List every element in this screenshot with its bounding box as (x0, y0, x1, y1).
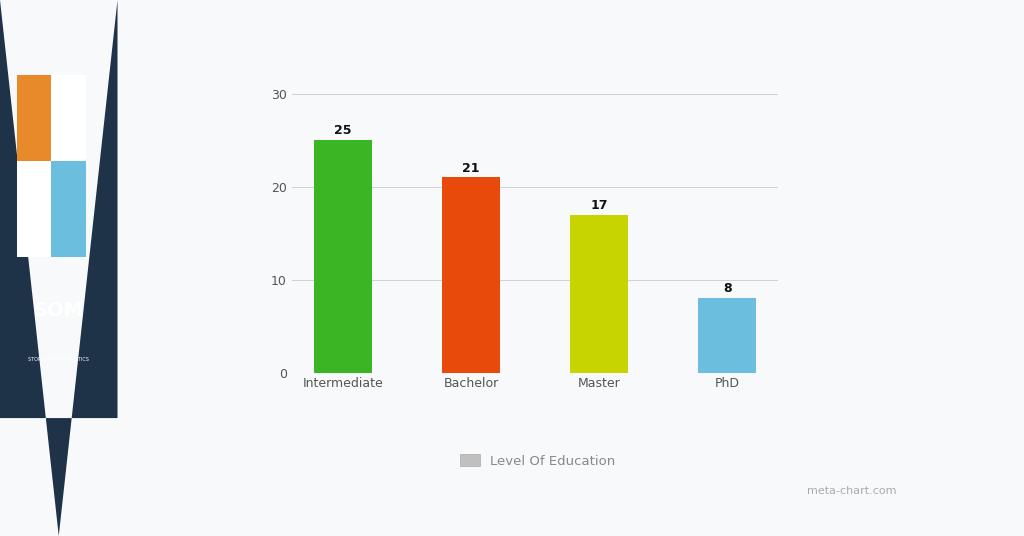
Text: 17: 17 (591, 199, 608, 212)
Text: STORY OF MATHEMATICS: STORY OF MATHEMATICS (29, 356, 89, 362)
Text: SOM: SOM (34, 301, 84, 321)
Text: 21: 21 (462, 162, 479, 175)
Text: 25: 25 (334, 124, 351, 137)
Bar (314, 140, 372, 373)
Bar (442, 177, 500, 373)
Bar (570, 214, 628, 373)
Bar (698, 298, 756, 373)
Polygon shape (0, 0, 118, 536)
Text: 8: 8 (723, 282, 731, 295)
Legend: Level Of Education: Level Of Education (455, 449, 621, 473)
FancyBboxPatch shape (16, 75, 51, 172)
Polygon shape (16, 75, 86, 257)
FancyBboxPatch shape (51, 161, 86, 257)
Text: meta-chart.com: meta-chart.com (807, 486, 896, 496)
